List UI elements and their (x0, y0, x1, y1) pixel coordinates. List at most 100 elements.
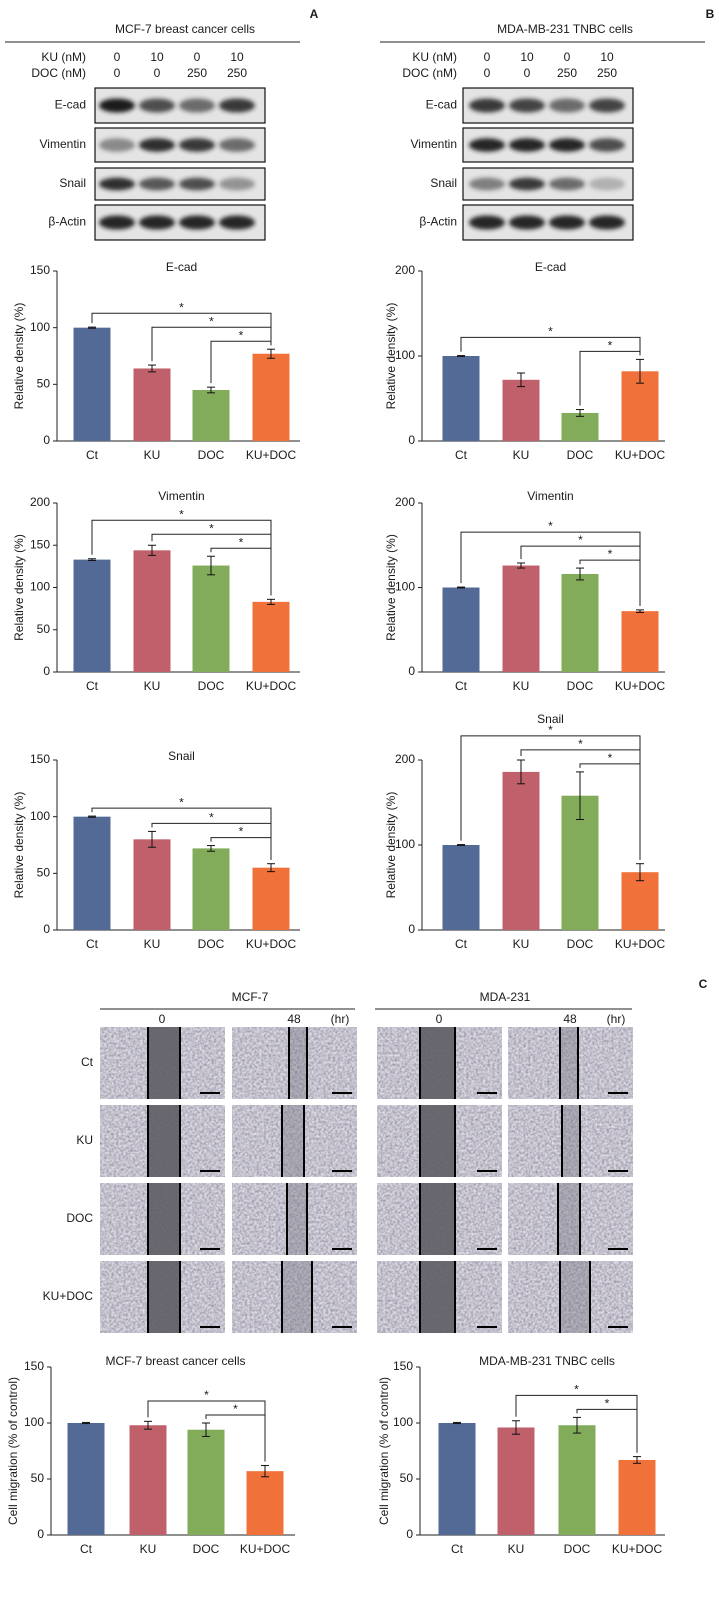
significance-bracket (460, 735, 641, 860)
significance-label: * (179, 507, 184, 521)
y-tick-label: 200 (395, 752, 415, 766)
y-axis-label: Relative density (%) (12, 792, 26, 899)
x-tick-label: KU (513, 937, 530, 951)
x-tick-label: DOC (198, 448, 225, 462)
blot-band (509, 138, 545, 152)
y-tick-label: 100 (395, 837, 415, 851)
significance-label: * (548, 723, 553, 737)
condition-value: 0 (114, 50, 121, 64)
condition-label: KU (nM) (41, 50, 86, 64)
y-tick-label: 100 (24, 1415, 44, 1429)
y-tick-label: 150 (24, 1359, 44, 1373)
condition-value: 250 (187, 66, 207, 80)
row-label: KU (76, 1133, 93, 1147)
protein-label: E-cad (426, 98, 457, 112)
condition-value: 0 (484, 66, 491, 80)
condition-value: 0 (154, 66, 161, 80)
significance-label: * (578, 737, 583, 751)
blot-band (99, 177, 135, 191)
significance-label: * (239, 328, 244, 342)
bar (561, 573, 599, 672)
significance-label: * (204, 1388, 209, 1402)
row-label: KU+DOC (43, 1289, 94, 1303)
blot-band (219, 98, 255, 113)
blot-band (99, 138, 135, 152)
condition-value: 10 (520, 50, 534, 64)
blot-band (469, 98, 505, 113)
blot-band (219, 138, 255, 152)
wound-gap (148, 1183, 180, 1255)
bar (133, 839, 171, 930)
significance-bracket (91, 312, 272, 346)
chart-title: Snail (168, 749, 195, 763)
x-tick-label: KU+DOC (240, 1542, 291, 1556)
wound-gap (148, 1261, 180, 1333)
x-tick-label: Ct (86, 448, 99, 462)
bar (502, 565, 540, 672)
bar (133, 368, 171, 441)
x-tick-label: KU+DOC (615, 937, 666, 951)
blot-band (469, 215, 505, 230)
significance-label: * (608, 547, 613, 561)
y-tick-label: 200 (395, 263, 415, 277)
significance-label: * (608, 751, 613, 765)
y-tick-label: 200 (30, 495, 50, 509)
y-tick-label: 50 (400, 1471, 414, 1485)
chart-title: E-cad (535, 260, 566, 274)
y-tick-label: 50 (31, 1471, 45, 1485)
y-tick-label: 150 (30, 752, 50, 766)
micrograph (232, 1261, 357, 1333)
x-tick-label: DOC (564, 1542, 591, 1556)
significance-label: * (233, 1402, 238, 1416)
panel-label: A (310, 7, 319, 21)
chart-title: MDA-MB-231 TNBC cells (479, 1354, 615, 1368)
wound-gap (148, 1027, 180, 1099)
micrograph (232, 1105, 357, 1177)
bar (252, 867, 290, 930)
x-tick-label: DOC (567, 679, 594, 693)
blot-band (549, 138, 585, 152)
blot-band (589, 177, 625, 191)
significance-bracket (515, 1394, 638, 1453)
x-tick-label: Ct (455, 937, 468, 951)
bar (192, 565, 230, 672)
wound-gap (289, 1027, 307, 1099)
y-tick-label: 50 (37, 622, 51, 636)
condition-value: 10 (600, 50, 614, 64)
blot-band (139, 98, 175, 113)
blot-band (469, 138, 505, 152)
blot-band (509, 98, 545, 113)
cell-line-name: MDA-231 (480, 990, 531, 1004)
blot-band (179, 177, 215, 191)
y-axis-label: Relative density (%) (384, 303, 398, 410)
micrograph (232, 1183, 357, 1255)
wound-gap (420, 1105, 455, 1177)
x-tick-label: KU (144, 937, 161, 951)
x-tick-label: DOC (198, 679, 225, 693)
wound-gap (282, 1105, 304, 1177)
wound-gap (287, 1183, 307, 1255)
blot-band (549, 177, 585, 191)
blot-band (179, 138, 215, 152)
y-axis-label: Relative density (%) (12, 534, 26, 641)
wound-gap (420, 1183, 455, 1255)
condition-value: 250 (597, 66, 617, 80)
blot-band (509, 215, 545, 230)
bar (502, 379, 540, 441)
significance-bracket (91, 807, 272, 860)
blot-title: MDA-MB-231 TNBC cells (497, 22, 633, 36)
condition-label: DOC (nM) (402, 66, 457, 80)
bar (561, 412, 599, 441)
blot-band (589, 215, 625, 230)
bar (73, 816, 111, 930)
bar (621, 611, 659, 672)
bar (442, 356, 480, 441)
x-tick-label: KU+DOC (246, 937, 297, 951)
condition-value: 250 (557, 66, 577, 80)
wound-gap (560, 1027, 578, 1099)
condition-label: DOC (nM) (31, 66, 86, 80)
blot-band (549, 215, 585, 230)
bar (192, 390, 230, 441)
panel-label: B (706, 7, 715, 21)
